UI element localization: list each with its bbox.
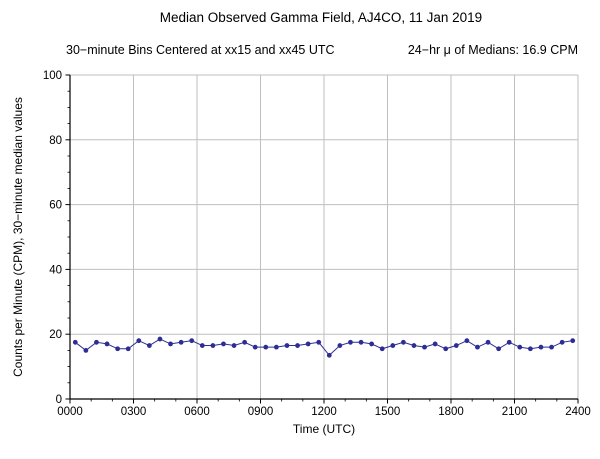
data-point (390, 343, 396, 348)
data-point (453, 343, 459, 348)
data-point (369, 341, 375, 347)
data-point (326, 352, 332, 358)
data-point (496, 346, 502, 352)
x-tick-label: 2100 (502, 406, 528, 418)
data-point (348, 339, 353, 345)
x-tick-label: 1200 (311, 406, 337, 418)
data-point (136, 338, 142, 344)
data-point (316, 339, 322, 345)
data-point (549, 344, 554, 350)
y-tick-label: 40 (49, 264, 62, 276)
data-point (210, 343, 216, 348)
data-point (146, 343, 152, 348)
data-point (252, 344, 258, 350)
data-point (273, 344, 279, 350)
data-point (263, 344, 269, 350)
chart-subtitle-mean: 24−hr μ of Medians: 16.9 CPM (408, 43, 578, 57)
data-point (284, 343, 290, 348)
data-point (422, 344, 427, 350)
chart-title: Median Observed Gamma Field, AJ4CO, 11 J… (160, 10, 482, 25)
x-tick-label: 0300 (121, 406, 147, 418)
data-point (231, 343, 237, 348)
y-tick-label: 0 (56, 394, 62, 406)
data-point (358, 339, 364, 345)
data-point (570, 338, 576, 344)
y-tick-label: 60 (49, 200, 62, 212)
x-tick-label: 0000 (57, 406, 83, 418)
x-axis-label: Time (UTC) (293, 422, 355, 436)
y-axis-label: Counts per Minute (CPM), 30−minute media… (11, 97, 25, 377)
data-point (506, 339, 512, 345)
data-point (125, 346, 131, 352)
data-point (559, 339, 565, 345)
data-point (485, 339, 491, 345)
x-tick-label: 0900 (248, 406, 274, 418)
data-point (432, 341, 438, 347)
data-point (475, 344, 480, 350)
data-point (305, 341, 311, 347)
plot-layer: 0000 0300 0600 0900 1200 1500 1800 2100 2400 0 20 4… (43, 70, 591, 418)
x-tick-label: 1800 (438, 406, 464, 418)
data-point (115, 346, 121, 352)
data-point (199, 343, 205, 348)
data-point (168, 341, 173, 347)
data-point (443, 346, 449, 352)
data-point (157, 336, 163, 342)
data-point (242, 339, 248, 345)
data-point (221, 341, 226, 347)
y-tick-label: 100 (43, 70, 62, 82)
data-point (464, 338, 470, 344)
x-tick-label: 0600 (184, 406, 210, 418)
data-point (538, 344, 544, 350)
x-tick-label: 1500 (375, 406, 401, 418)
y-tick-label: 20 (49, 329, 62, 341)
y-tick-label: 80 (49, 135, 62, 147)
data-point (411, 343, 417, 348)
data-point (379, 346, 385, 352)
data-point (400, 339, 406, 345)
data-point (94, 339, 99, 345)
data-point (517, 344, 523, 350)
data-point (178, 339, 184, 345)
data-point (72, 339, 78, 345)
data-point (337, 343, 343, 348)
data-point (295, 343, 300, 348)
data-point (189, 338, 195, 344)
data-point (527, 346, 533, 352)
data-point (83, 348, 89, 353)
x-tick-label: 2400 (565, 406, 591, 418)
data-point (104, 341, 110, 347)
chart-subtitle-bins: 30−minute Bins Centered at xx15 and xx45… (66, 43, 335, 57)
